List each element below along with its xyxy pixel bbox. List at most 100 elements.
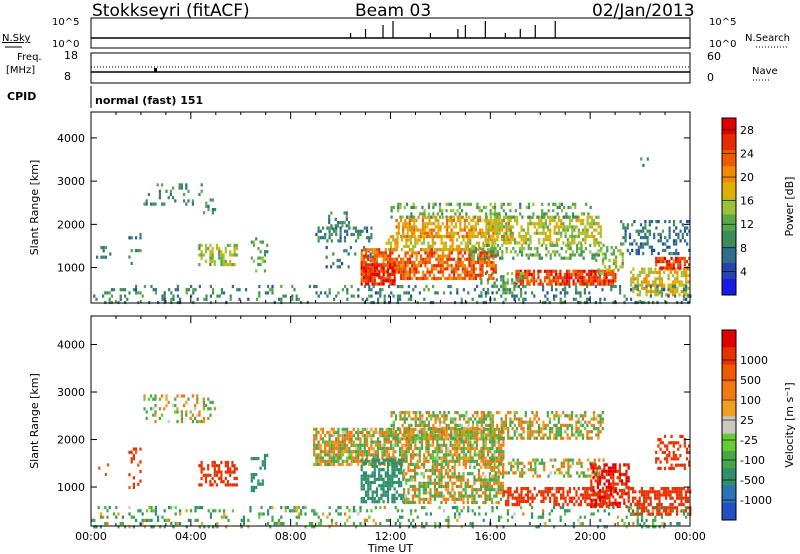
data-cell [448, 254, 451, 258]
data-cell [427, 459, 430, 463]
data-cell [387, 430, 391, 435]
data-cell [441, 267, 445, 271]
data-cell [462, 443, 465, 447]
data-cell [614, 272, 617, 277]
data-cell [520, 291, 523, 295]
data-cell [374, 430, 377, 435]
data-cell [406, 264, 409, 268]
data-cell [564, 231, 567, 235]
data-cell [382, 251, 385, 255]
data-cell [525, 205, 528, 210]
data-cell [553, 225, 556, 229]
data-cell [154, 202, 157, 206]
data-cell [371, 257, 374, 261]
data-cell [568, 284, 571, 289]
data-cell [263, 463, 267, 467]
data-cell [297, 297, 300, 301]
data-cell [198, 413, 201, 417]
data-cell [449, 494, 452, 498]
data-cell [436, 453, 439, 457]
data-cell [496, 243, 499, 247]
data-cell [473, 481, 476, 485]
data-cell [504, 287, 507, 292]
data-cell [576, 250, 579, 254]
data-cell [480, 420, 483, 424]
data-cell [679, 229, 682, 233]
data-cell [411, 276, 414, 281]
data-cell [518, 471, 522, 475]
data-cell [575, 291, 578, 295]
data-cell [425, 446, 428, 451]
data-cell [478, 456, 481, 460]
data-cell [399, 284, 402, 289]
data-cell [588, 436, 591, 440]
data-cell [601, 262, 604, 266]
data-cell [497, 450, 501, 454]
data-cell [261, 482, 264, 486]
data-cell [480, 484, 483, 489]
data-cell [346, 437, 349, 441]
data-cell [346, 430, 349, 435]
data-cell [364, 276, 368, 280]
data-cell [346, 459, 349, 463]
data-cell [408, 215, 411, 219]
data-cell [460, 209, 464, 213]
data-cell [521, 243, 524, 247]
data-cell [336, 221, 340, 225]
data-cell [407, 465, 410, 469]
data-cell [382, 269, 385, 273]
data-cell [487, 222, 490, 226]
data-cell [315, 453, 318, 457]
data-cell [393, 461, 396, 465]
data-cell [470, 250, 473, 254]
data-cell [669, 290, 672, 294]
data-cell [363, 427, 366, 431]
data-cell [585, 272, 588, 277]
data-cell [637, 232, 640, 236]
data-cell [367, 484, 370, 488]
data-cell [470, 260, 473, 265]
data-cell [532, 269, 536, 273]
data-cell [371, 474, 374, 478]
data-cell [313, 443, 316, 447]
data-cell [562, 458, 566, 462]
data-cell [445, 450, 448, 454]
data-cell [509, 490, 512, 494]
data-cell [459, 260, 462, 265]
data-cell [407, 488, 410, 492]
data-cell [467, 417, 470, 421]
data-cell [557, 414, 560, 418]
data-cell [453, 472, 456, 476]
data-cell [437, 225, 440, 229]
data-cell [402, 231, 405, 235]
data-cell [218, 250, 221, 254]
data-cell [170, 291, 173, 295]
data-cell [337, 291, 340, 295]
data-cell [200, 483, 203, 487]
data-cell [638, 290, 642, 294]
data-cell [418, 459, 421, 463]
data-cell [615, 246, 618, 250]
data-cell [502, 284, 505, 288]
data-cell [586, 430, 589, 434]
data-cell [426, 267, 429, 271]
data-cell [575, 420, 578, 424]
data-cell [554, 250, 557, 254]
data-cell [371, 461, 374, 465]
data-cell [518, 496, 521, 500]
data-cell [472, 234, 475, 239]
data-cell [415, 270, 418, 274]
data-cell [422, 257, 425, 261]
data-cell [364, 263, 368, 267]
data-cell [582, 218, 585, 223]
data-cell [371, 480, 374, 485]
data-cell [415, 267, 418, 271]
data-cell [291, 297, 294, 301]
data-cell [397, 433, 400, 437]
data-cell [130, 249, 133, 253]
data-cell [559, 423, 563, 427]
data-cell [666, 239, 669, 243]
data-cell [407, 437, 410, 441]
data-cell [361, 430, 364, 435]
data-cell [624, 232, 627, 236]
